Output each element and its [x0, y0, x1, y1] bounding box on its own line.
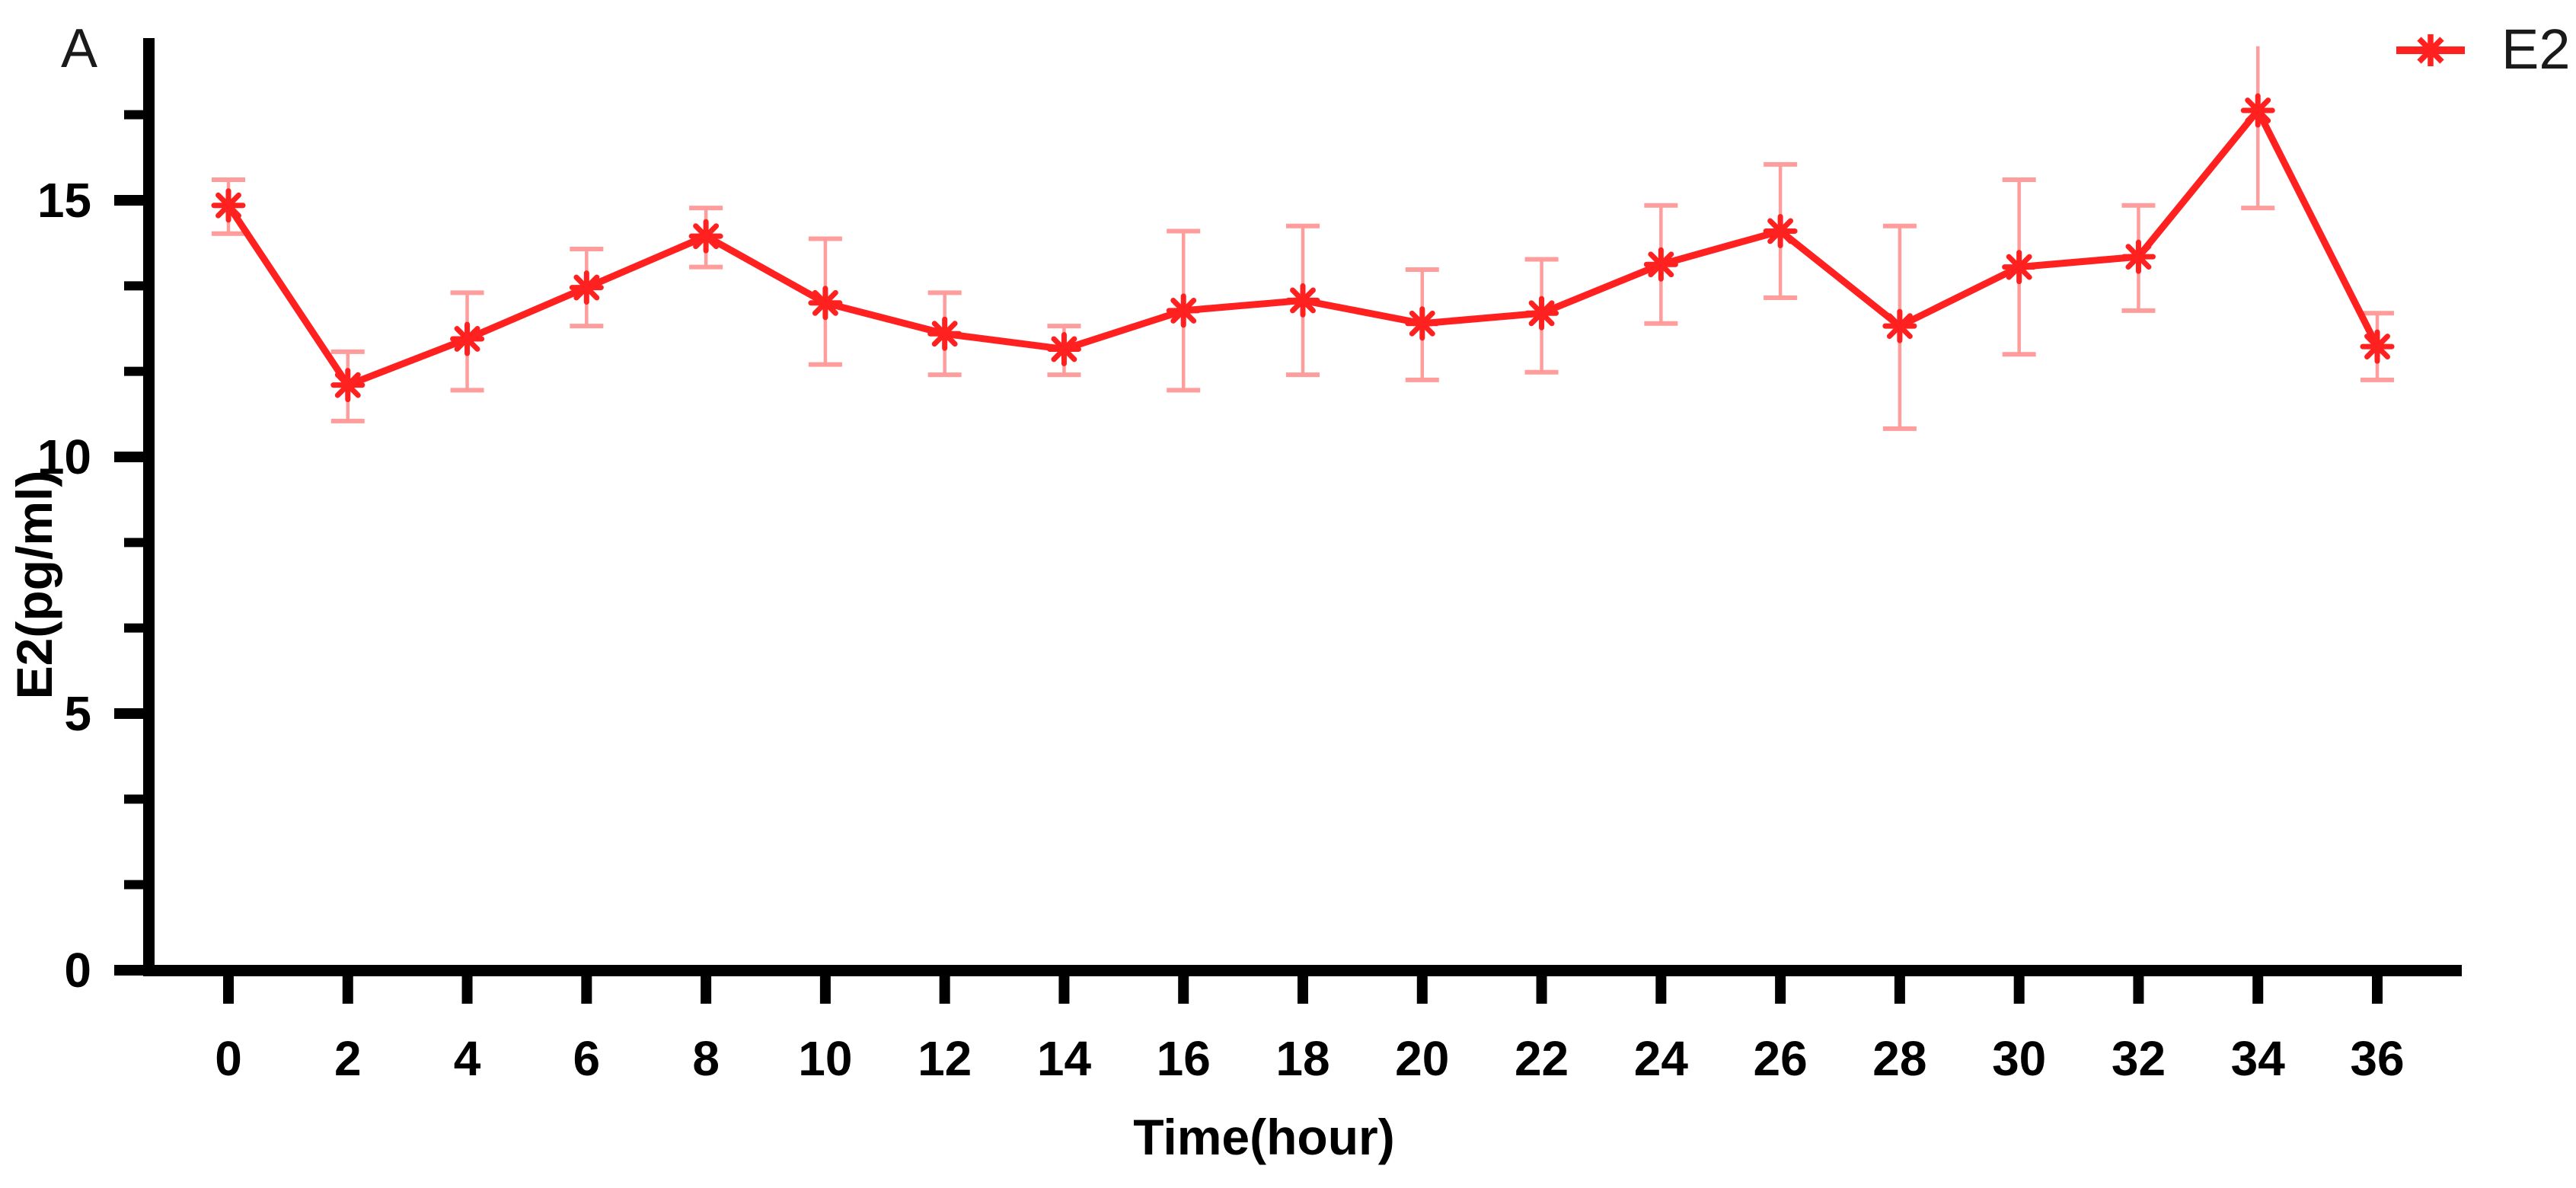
legend-asterisk-icon: [2415, 34, 2447, 66]
x-tick-label: 14: [1037, 1031, 1092, 1086]
x-tick-label: 28: [1872, 1031, 1926, 1086]
y-tick-label: 5: [64, 686, 91, 741]
marker-arm: [1648, 251, 1674, 278]
x-tick-label: 34: [2231, 1031, 2286, 1086]
marker-arm: [2125, 244, 2152, 270]
marker-arm: [1409, 310, 1435, 337]
x-tick-label: 32: [2112, 1031, 2166, 1086]
marker-arm: [2364, 334, 2390, 360]
data-point-marker: [1405, 306, 1440, 341]
legend: E2: [2396, 18, 2571, 81]
data-point-marker: [808, 286, 843, 321]
data-point-marker: [2360, 329, 2395, 364]
x-tick-label: 0: [215, 1031, 242, 1086]
marker-arm: [1290, 287, 1316, 314]
y-tick-label: 10: [37, 430, 91, 484]
x-tick-label: 26: [1754, 1031, 1808, 1086]
x-tick-label: 16: [1157, 1031, 1211, 1086]
x-tick-label: 10: [798, 1031, 852, 1086]
marker-arm: [573, 274, 600, 301]
x-tick-label: 20: [1395, 1031, 1449, 1086]
data-point-marker: [2002, 250, 2037, 285]
x-tick-label: 6: [573, 1031, 601, 1086]
x-tick-label: 18: [1275, 1031, 1329, 1086]
marker-arm: [454, 326, 480, 352]
data-point-marker: [1643, 247, 1678, 282]
y-tick-label: 0: [64, 943, 91, 998]
marker-arm: [1886, 313, 1913, 340]
marker-arm: [812, 289, 838, 316]
marker-arm: [2006, 254, 2032, 280]
x-tick-label: 8: [692, 1031, 720, 1086]
data-point-marker: [1285, 283, 1320, 318]
x-tick-label: 2: [334, 1031, 362, 1086]
data-point-marker: [688, 219, 723, 254]
data-point-marker: [450, 321, 485, 356]
x-tick-label: 4: [454, 1031, 481, 1086]
x-tick-label: 22: [1515, 1031, 1569, 1086]
data-point-marker: [2121, 239, 2156, 274]
marker-arm: [1528, 300, 1555, 327]
marker-arm: [931, 321, 958, 347]
data-point-marker: [330, 368, 365, 403]
y-axis-title: E2(pg/ml): [6, 471, 62, 700]
marker-arm: [1051, 336, 1077, 362]
marker-arm: [1170, 297, 1197, 324]
marker-arm: [2245, 97, 2271, 123]
series-markers: [211, 93, 2395, 403]
legend-label: E2: [2501, 18, 2571, 81]
marker-arm: [1767, 218, 1794, 244]
data-point-marker: [1046, 331, 1081, 366]
marker-arm: [693, 223, 720, 250]
data-point-marker: [927, 316, 962, 351]
panel-label: A: [61, 18, 97, 79]
data-point-marker: [2240, 93, 2275, 128]
data-point-marker: [211, 188, 246, 223]
error-bars: [212, 46, 2394, 431]
data-point-marker: [569, 270, 604, 305]
x-axis-title: Time(hour): [1133, 1109, 1394, 1165]
data-point-marker: [1882, 308, 1917, 343]
x-tick-label: 24: [1634, 1031, 1689, 1086]
y-tick-label: 15: [37, 173, 91, 228]
x-tick-label: 36: [2350, 1031, 2404, 1086]
data-point-marker: [1763, 213, 1798, 248]
data-point-marker: [1166, 293, 1201, 328]
x-tick-label: 30: [1992, 1031, 2046, 1086]
data-point-marker: [1524, 295, 1559, 331]
marker-arm: [215, 192, 241, 219]
marker-arm: [334, 372, 361, 398]
x-tick-label: 12: [918, 1031, 972, 1086]
